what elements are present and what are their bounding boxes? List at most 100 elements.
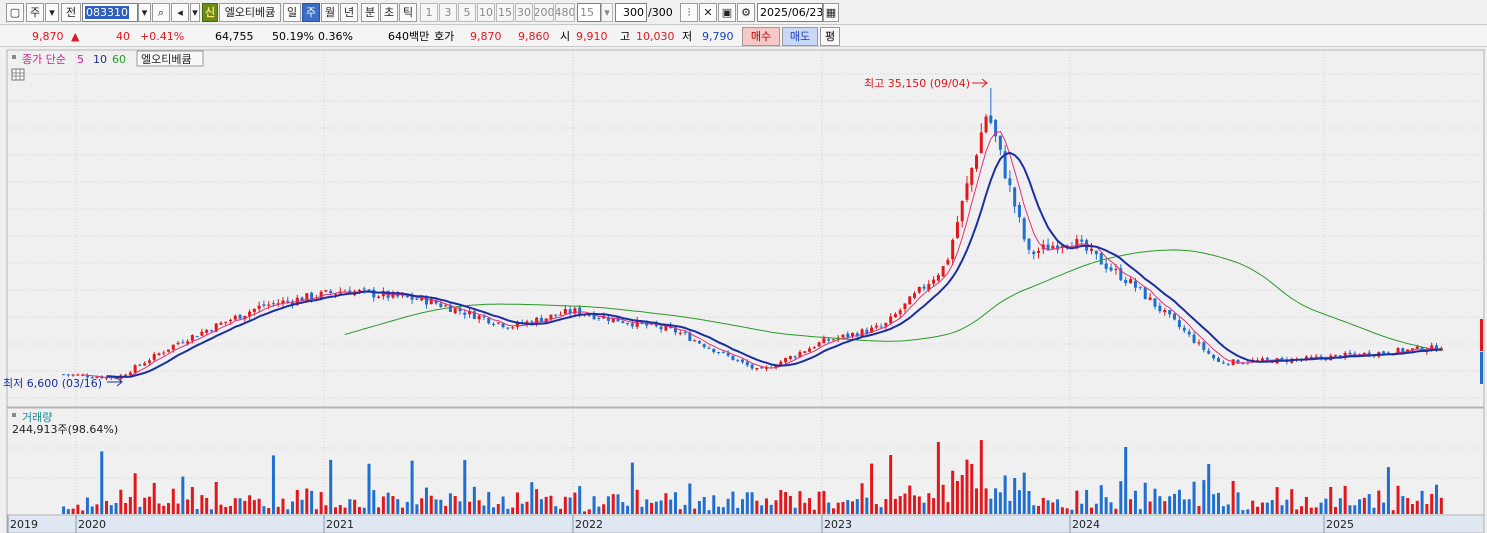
calendar-icon[interactable]: ▦: [823, 3, 839, 22]
candle-body: [998, 135, 1002, 150]
speaker-icon[interactable]: ◂: [171, 3, 189, 22]
volume-bar: [1406, 498, 1410, 514]
volume-bar: [1246, 509, 1250, 514]
volume-bar: [1280, 505, 1284, 514]
candle-body: [458, 307, 462, 312]
table-icon[interactable]: [11, 68, 25, 81]
bar-count-input[interactable]: 300: [615, 3, 647, 22]
candle-body: [721, 351, 725, 353]
tab-week[interactable]: 주: [302, 3, 320, 22]
volume-bar: [501, 496, 505, 514]
grid-lines: [8, 51, 1483, 514]
interval-480[interactable]: 480: [555, 3, 575, 22]
interval-15[interactable]: 15: [496, 3, 514, 22]
interval-select[interactable]: 15: [577, 3, 601, 22]
trade-amount: 640백만: [388, 30, 430, 43]
gear-icon[interactable]: ⚙: [737, 3, 755, 22]
candle-body: [66, 374, 70, 376]
candle-body: [788, 356, 792, 359]
period-type-button[interactable]: 주: [26, 3, 44, 22]
sell-button[interactable]: 매도: [782, 27, 818, 46]
candle-body: [143, 363, 147, 366]
volume-bar: [817, 491, 821, 514]
volume-value-label: 244,913주(98.64%): [12, 423, 118, 436]
candle-body: [1236, 359, 1240, 364]
candle-body: [1065, 245, 1069, 247]
code-dropdown-icon[interactable]: ▾: [138, 3, 151, 22]
window-icon[interactable]: ▢: [6, 3, 24, 22]
volume-bar: [855, 499, 859, 514]
candle-body: [319, 291, 323, 299]
volume-bar: [539, 499, 543, 514]
volume-bar: [463, 460, 467, 514]
candle-body: [611, 317, 615, 323]
tab-second[interactable]: 초: [380, 3, 398, 22]
chevron-down-icon[interactable]: ▾: [45, 3, 59, 22]
volume-bar: [124, 503, 128, 514]
candle-body: [124, 374, 128, 376]
candle-body: [133, 365, 137, 373]
volume-bar: [1017, 490, 1021, 514]
even-button[interactable]: 평: [820, 27, 840, 46]
candle-body: [549, 314, 553, 319]
crosshair-icon[interactable]: ✕: [699, 3, 717, 22]
candle-body: [922, 286, 926, 289]
candle-body: [305, 293, 309, 301]
tab-day[interactable]: 일: [283, 3, 301, 22]
volume-bar: [487, 492, 491, 514]
candle-body: [640, 321, 644, 324]
volume-bar: [1420, 490, 1424, 514]
tab-year[interactable]: 년: [340, 3, 358, 22]
volume-bar: [119, 489, 123, 514]
volume-bar: [515, 492, 519, 514]
buy-button[interactable]: 매수: [742, 27, 780, 46]
volume-bar: [573, 492, 577, 514]
ma10-line: [106, 151, 1442, 378]
volume-bar: [936, 442, 940, 514]
volume-bar: [372, 490, 376, 514]
interval-3[interactable]: 3: [439, 3, 457, 22]
volume-bar: [1089, 507, 1093, 514]
candle-body: [568, 309, 572, 314]
price-chart[interactable]: 2019 2020 2021 2022 2023 2024 2025 종가 단순 5 10 …: [0, 48, 1487, 533]
volume-bar: [1439, 497, 1443, 514]
candle-body: [190, 335, 194, 341]
candle-body: [1256, 360, 1260, 362]
volume-bar: [1396, 485, 1400, 514]
date-input[interactable]: 2025/06/23: [757, 3, 823, 22]
volume-bar: [209, 509, 213, 514]
interval-1[interactable]: 1: [420, 3, 438, 22]
volume-bar: [1367, 494, 1371, 514]
candle-body: [487, 317, 491, 324]
interval-200[interactable]: 200: [534, 3, 554, 22]
interval-select-chevron-icon[interactable]: ▾: [601, 3, 613, 22]
tab-minute[interactable]: 분: [361, 3, 379, 22]
candle-body: [1148, 297, 1152, 300]
volume-bar: [271, 455, 275, 514]
candle-icon[interactable]: ⫶: [680, 3, 698, 22]
candle-body: [621, 321, 625, 323]
volume-bar: [420, 498, 424, 514]
volume-bar: [1372, 507, 1376, 514]
interval-10[interactable]: 10: [477, 3, 495, 22]
volume-bar: [1304, 496, 1308, 514]
candle-body: [1231, 359, 1235, 365]
volume-bar: [549, 495, 553, 514]
candle-body: [688, 332, 692, 341]
ma5-line: [82, 131, 1442, 379]
speaker-dropdown-icon[interactable]: ▾: [190, 3, 200, 22]
interval-30[interactable]: 30: [515, 3, 533, 22]
search-icon[interactable]: ⌕: [152, 3, 170, 22]
stock-code-input[interactable]: 083310: [82, 3, 138, 22]
volume-bar: [530, 482, 534, 514]
interval-5[interactable]: 5: [458, 3, 476, 22]
volume-bar: [673, 492, 677, 514]
save-icon[interactable]: ▣: [718, 3, 736, 22]
tab-tick[interactable]: 틱: [399, 3, 417, 22]
tab-month[interactable]: 월: [321, 3, 339, 22]
volume-bar: [798, 491, 802, 514]
candle-body: [1060, 245, 1064, 248]
volume-bar: [793, 507, 797, 514]
prev-button[interactable]: 전: [61, 3, 81, 22]
volume-bar: [1119, 481, 1123, 514]
